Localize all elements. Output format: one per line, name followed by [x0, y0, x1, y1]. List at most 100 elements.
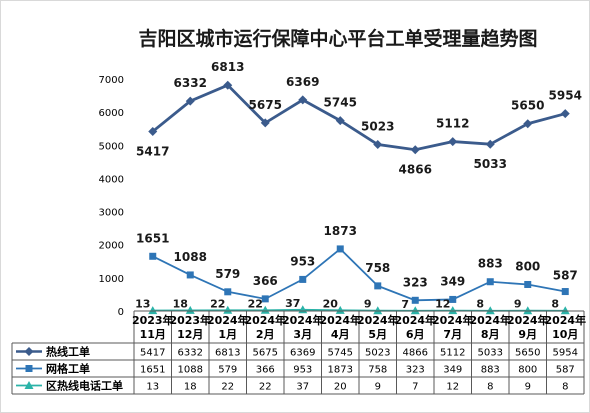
series-3-point [373, 306, 383, 315]
x-category-year: 2024年 [394, 313, 436, 327]
series-2-data-label: 1651 [136, 231, 169, 245]
x-category-month: 7月 [443, 328, 462, 341]
table-cell: 12 [446, 382, 459, 393]
series-3-data-label: 22 [210, 297, 225, 310]
series-2-data-label: 323 [403, 275, 428, 289]
table-cell: 366 [256, 365, 275, 376]
table-cell: 5675 [253, 348, 278, 359]
series-1-point [260, 118, 270, 128]
legend-series-name: 网格工单 [46, 362, 90, 376]
series-1-point [185, 96, 195, 106]
series-2-data-label: 953 [290, 254, 315, 268]
series-3-data-label: 8 [551, 298, 559, 311]
table-cell: 323 [406, 365, 425, 376]
x-category-year: 2023年 [132, 313, 174, 327]
table-cell: 1651 [140, 365, 165, 376]
series-3-data-label: 9 [364, 298, 372, 311]
series-2-point [336, 245, 344, 253]
table-cell: 6369 [290, 348, 315, 359]
series-1-data-label: 5745 [324, 96, 357, 110]
series-1-point [148, 126, 158, 136]
y-tick-label: 0 [118, 307, 124, 318]
series-2-data-label: 883 [478, 257, 503, 271]
series-1-data-label: 6332 [174, 76, 207, 90]
table-cell: 800 [518, 365, 537, 376]
table-cell: 5112 [440, 348, 465, 359]
series-3-data-label: 9 [514, 298, 522, 311]
series-3-point [485, 306, 495, 315]
series-2-data-label: 579 [215, 267, 240, 281]
series-1-data-label: 6813 [211, 60, 244, 74]
x-category-month: 3月 [293, 328, 312, 341]
series-3-point [410, 306, 420, 315]
x-category-month: 10月 [552, 328, 578, 341]
table-cell: 6813 [215, 348, 240, 359]
series-1-data-label: 6369 [286, 75, 319, 89]
series-2-point [486, 278, 494, 286]
series-3-data-label: 20 [323, 297, 339, 310]
x-category-year: 2024年 [507, 313, 549, 327]
series-3-data-label: 12 [435, 298, 450, 311]
series-3-point [335, 305, 345, 314]
series-2-data-label: 349 [440, 274, 465, 288]
table-cell: 22 [221, 382, 234, 393]
series-2-point [449, 295, 457, 303]
y-tick-label: 4000 [99, 174, 124, 185]
y-tick-label: 3000 [99, 208, 124, 219]
legend-series-name: 区热线电话工单 [46, 379, 123, 393]
table-cell: 6332 [178, 348, 203, 359]
series-3-data-label: 7 [401, 298, 409, 311]
y-tick-label: 1000 [99, 274, 124, 285]
x-category-month: 12月 [177, 328, 203, 341]
series-2-point [411, 296, 419, 304]
series-1-data-label: 5650 [511, 99, 544, 113]
series-3-point [448, 306, 458, 315]
series-2-point [561, 288, 569, 296]
series-3-data-label: 13 [135, 298, 150, 311]
series-1-data-label: 5675 [249, 98, 282, 112]
x-category-year: 2024年 [282, 313, 324, 327]
series-2-point [374, 282, 382, 290]
table-cell: 587 [556, 365, 575, 376]
chart-title: 吉阳区城市运行保障中心平台工单受理量趋势图 [138, 27, 537, 50]
table-cell: 883 [481, 365, 500, 376]
y-tick-label: 5000 [99, 141, 124, 152]
x-category-year: 2024年 [469, 313, 511, 327]
series-1-data-label: 5417 [136, 144, 169, 158]
table-cell: 5954 [553, 348, 578, 359]
data-table: 2023年11月2023年12月2024年1月2024年2月2024年3月202… [11, 310, 586, 395]
table-cell: 37 [296, 382, 309, 393]
series-2-data-label: 758 [365, 261, 390, 275]
series-1-point [523, 119, 533, 129]
table-cell: 758 [368, 365, 387, 376]
series-2-point [524, 280, 532, 288]
series-1-point [448, 137, 458, 147]
series-1-point [298, 95, 308, 105]
x-category-month: 5月 [368, 328, 387, 341]
series-1-data-label: 5954 [549, 89, 582, 103]
table-cell: 953 [293, 365, 312, 376]
series-2-point [149, 252, 157, 260]
series-1-data-label: 5023 [361, 120, 394, 134]
series-2-data-label: 587 [553, 269, 578, 283]
table-cell: 349 [443, 365, 462, 376]
series-2-data-label: 1873 [324, 224, 357, 238]
series-1-point [335, 116, 345, 126]
table-cell: 579 [218, 365, 237, 376]
series-3-point [148, 306, 158, 315]
table-cell: 5417 [140, 348, 165, 359]
x-category-year: 2023年 [169, 313, 211, 327]
x-category-month: 1月 [218, 328, 237, 341]
table-cell: 5650 [515, 348, 540, 359]
series-2-point [186, 271, 194, 279]
legend-key-marker [25, 365, 33, 372]
x-category-year: 2024年 [319, 313, 361, 327]
table-cell: 20 [334, 382, 347, 393]
legend-key-marker [24, 381, 34, 389]
series-1-point [223, 80, 233, 90]
series-3-point [523, 306, 533, 315]
table-cell: 7 [412, 382, 418, 393]
series-3-data-label: 37 [285, 297, 300, 310]
series-3-point [260, 305, 270, 314]
